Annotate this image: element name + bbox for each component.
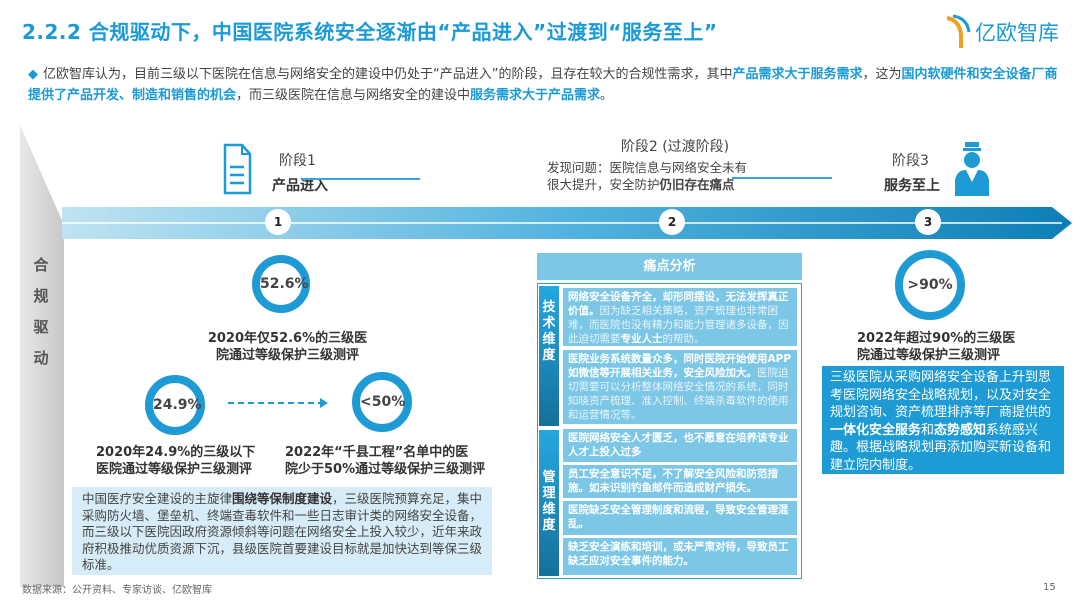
- box-text: 系统感兴趣。根据战略规划再添加购买新设备和建立院内制度。: [830, 422, 1052, 473]
- pain-item-text: 因为缺乏相关策略，资产梳理也非常困难，而医院也没有精力和能力管理诸多设备，因此迫…: [568, 305, 789, 345]
- logo-text: 亿欧智库: [975, 21, 1059, 45]
- pain-item: 医院网络安全人才匮乏，也不愿意在培养该专业人才上投入过多: [563, 429, 797, 462]
- caption-line: 2022年“千县工程”名单中的医: [285, 445, 469, 460]
- stat-ring-50: <50%: [352, 372, 412, 432]
- caption-line: 医院通过等级保护三级测评: [96, 462, 253, 477]
- caption-line: 2020年24.9%的三级以下: [96, 445, 256, 460]
- intro-part: ，这为: [862, 67, 902, 82]
- caption-line: 院通过等级保护三级测评: [215, 348, 359, 363]
- stat-ring-24: 24.9%: [145, 375, 205, 435]
- stage-2-desc-line: 发现问题：医院信息与网络安全未有: [547, 160, 748, 175]
- box-text: 三级医院从采购网络安全设备上升到思考医院网络安全战略规划，以及对安全规划咨询、资…: [830, 370, 1052, 420]
- stage-3-label: 阶段3: [892, 153, 929, 169]
- pain-item-bold: 医院业务系统数量众多，同时医院开始使用APP如微信等开展相关业务，安全风险加大。: [568, 353, 792, 379]
- pain-item-text: 医院迫切需要可以分析整体网络安全情况的系统，同时知晓资产梳理、准入控制、终端杀毒…: [568, 367, 789, 421]
- stage-2-marker: 2: [659, 209, 685, 235]
- stage-3-marker: 3: [915, 209, 941, 235]
- driver-label: 合规驱动: [33, 256, 49, 367]
- pain-item: 医院缺乏安全管理制度和流程，导致安全管理混乱。: [563, 501, 797, 535]
- box-bold: 态势感知: [934, 422, 987, 438]
- pain-item: 网络安全设备齐全，却形同摆设，无法发挥真正价值。因为缺乏相关策略，资产梳理也非常…: [563, 288, 797, 346]
- divider-line: [302, 178, 420, 180]
- pain-item: 员工安全意识不足，不了解安全风险和防范措施。如未识别钓鱼邮件而造成财产损失。: [563, 465, 797, 498]
- summary-bold: 围绕等保制度建设: [232, 491, 333, 506]
- stat-ring-52: 52.6%: [252, 255, 310, 313]
- caption-line: 院少于50%通过等级保护三级测评: [285, 462, 486, 477]
- stage-2-label: 阶段2 (过渡阶段): [620, 139, 730, 155]
- stage-1-name: 产品进入: [272, 178, 328, 194]
- stage-2-desc: 发现问题：医院信息与网络安全未有 很大提升，安全防护仍旧存在痛点: [547, 159, 747, 193]
- intro-highlight: 产品需求大于服务需求: [732, 67, 863, 82]
- summary-box: 中国医疗安全建设的主旋律围绕等保制度建设，三级医院预算充足，集中采购防火墙、堡垒…: [72, 487, 492, 575]
- pain-item-text: 的帮助。: [662, 333, 705, 345]
- summary-text: 中国医疗安全建设的主旋律: [82, 491, 233, 506]
- box-text: 和: [921, 422, 935, 438]
- intro-part: 亿欧智库认为，目前三级以下医院在信息与网络安全的建设中仍处于“产品进入”的阶段，…: [43, 67, 733, 82]
- intro-highlight: 服务需求大于产品需求: [470, 88, 601, 103]
- document-icon: [223, 143, 252, 195]
- stat-ring-90: >90%: [895, 250, 965, 320]
- stage-1-marker: 1: [265, 209, 291, 235]
- intro-part: 。: [600, 88, 614, 103]
- service-person-icon: [955, 142, 989, 196]
- stage-3-description-box: 三级医院从采购网络安全设备上升到思考医院网络安全战略规划，以及对安全规划咨询、资…: [822, 366, 1064, 474]
- stage-2-desc-line: 很大提升，安全防护: [547, 177, 660, 192]
- stat-caption: 2020年24.9%的三级以下 医院通过等级保护三级测评: [96, 444, 255, 478]
- summary-text: ，三级医院预算充足，集中采购防火墙、堡垒机、终端查毒软件和一些日志审计类的网络安…: [82, 491, 483, 572]
- data-source: 数据来源：公开资料、专家访谈、亿欧智库: [22, 585, 212, 596]
- stage-2-desc-bold: 仍旧存在痛点: [659, 177, 735, 192]
- box-bold: 一体化安全服务: [830, 422, 922, 438]
- stage-1-label: 阶段1: [279, 153, 316, 169]
- pain-item-bold: 网络安全设备齐全，却形同摆设，无法发挥真正价值。: [568, 291, 789, 317]
- tech-dimension-label: 技术维度: [539, 286, 559, 426]
- stat-caption: 2022年超过90%的三级医 院通过等级保护三级测评: [857, 330, 1015, 364]
- caption-line: 2020年仅52.6%的三级医: [207, 331, 368, 346]
- intro-highlight: 国内软硬件和安全设备厂商提供了产品开发、制造和销售的机会: [28, 67, 1058, 103]
- stat-caption: 2020年仅52.6%的三级医 院通过等级保护三级测评: [205, 330, 370, 364]
- driver-chevron: [20, 125, 64, 587]
- pain-item: 缺乏安全演练和培训，或未严肃对待，导致员工缺乏应对安全事件的能力。: [563, 538, 797, 575]
- timeline-bar: [62, 207, 1072, 239]
- diamond-bullet-icon: ◆: [28, 67, 38, 82]
- divider-line: [732, 177, 832, 179]
- stat-caption: 2022年“千县工程”名单中的医院少于50%通过等级保护三级测评: [285, 444, 485, 478]
- stage-3-name: 服务至上: [884, 178, 940, 194]
- logo-icon: [946, 14, 971, 48]
- pain-analysis-header: 痛点分析: [537, 253, 802, 280]
- page-number: 15: [1043, 582, 1056, 593]
- pain-item: 医院业务系统数量众多，同时医院开始使用APP如微信等开展相关业务，安全风险加大。…: [563, 350, 797, 424]
- dashed-arrow-icon: [228, 398, 328, 408]
- page-title: 2.2.2 合规驱动下，中国医院系统安全逐渐由“产品进入”过渡到“服务至上”: [22, 20, 718, 44]
- intro-part: ，而三级医院在信息与网络安全的建设中: [236, 88, 471, 103]
- pain-item-bold: 专业人士: [620, 333, 663, 345]
- intro-text: ◆ 亿欧智库认为，目前三级以下医院在信息与网络安全的建设中仍处于“产品进入”的阶段…: [28, 64, 1068, 106]
- caption-line: 2022年超过90%的三级医: [857, 331, 1016, 346]
- mgmt-dimension-label: 管理维度: [539, 430, 559, 576]
- caption-line: 院通过等级保护三级测评: [857, 348, 1001, 363]
